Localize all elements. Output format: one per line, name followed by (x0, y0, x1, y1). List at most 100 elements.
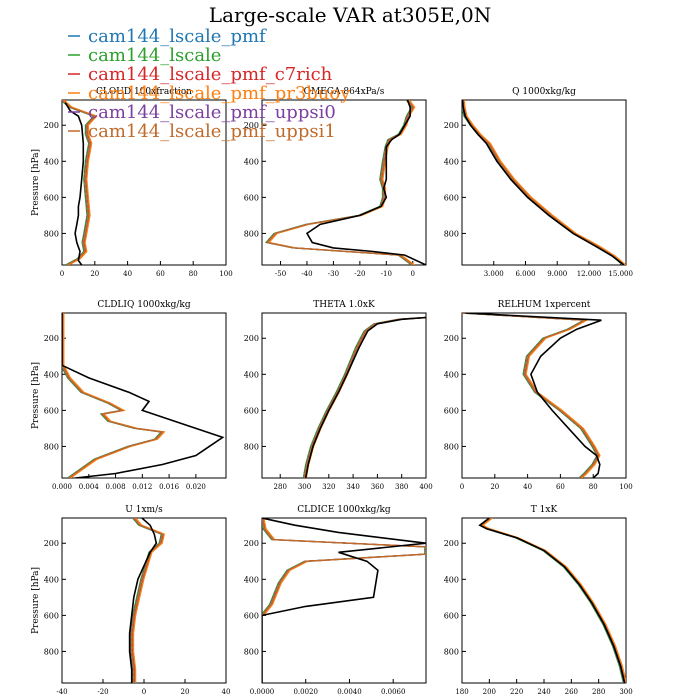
y-tick-label: 400 (44, 157, 59, 166)
y-tick-label: 600 (244, 193, 259, 202)
y-tick-label: 400 (444, 575, 459, 584)
model-series-line (462, 100, 624, 265)
model-series-line (262, 518, 426, 616)
x-tick-label: 20 (490, 483, 499, 491)
model-series-line (131, 518, 164, 683)
panel-5: RELHUM 1xpercent 200 400 600 800 0 20 40 60 80 100 (444, 300, 633, 491)
y-tick-label: 200 (244, 539, 259, 548)
x-tick-label: -30 (328, 270, 339, 278)
model-series-line (462, 313, 599, 478)
y-tick-label: 200 (44, 121, 59, 130)
panel-title: CLOUD 100xfraction (96, 87, 192, 97)
y-axis-label: Pressure [hPa] (31, 362, 41, 429)
panel-6: U 1xm/s 200 400 600 800 -40 -20 0 20 40 Pressure [… (31, 505, 230, 696)
x-tick-label: 0 (411, 270, 415, 278)
y-tick-label: 200 (244, 121, 259, 130)
plot-frame (61, 517, 227, 684)
x-tick-label: 380 (395, 483, 408, 491)
x-tick-label: 280 (592, 688, 605, 696)
x-tick-label: 40 (222, 688, 231, 696)
panel-2: Q 1000xkg/kg 200 400 600 800 3.000 6.000 9.000 1… (444, 87, 633, 278)
y-tick-label: 200 (444, 334, 459, 343)
panel-3: CLDLIQ 1000xkg/kg 200 400 600 800 0.000 0.004 0… (31, 300, 227, 491)
model-series-line (481, 518, 626, 683)
series-group (302, 316, 426, 478)
plot-frame (461, 99, 627, 266)
x-tick-label: 60 (556, 483, 565, 491)
x-tick-label: -20 (354, 270, 365, 278)
y-tick-label: 800 (44, 229, 59, 238)
model-series-line (62, 100, 96, 265)
legend-entry: cam144_lscale_pmf_uppsi0 (88, 102, 336, 123)
x-tick-label: 15.000 (608, 270, 633, 278)
model-series-line (462, 313, 599, 478)
x-tick-label: -50 (275, 270, 286, 278)
y-tick-label: 600 (44, 611, 59, 620)
reference-series-line (305, 100, 426, 265)
model-series-line (63, 100, 98, 265)
y-tick-label: 200 (44, 334, 59, 343)
x-tick-label: 280 (274, 483, 287, 491)
series-group (462, 100, 626, 265)
y-tick-label: 400 (244, 575, 259, 584)
x-tick-label: 40 (123, 270, 132, 278)
y-tick-label: 800 (244, 647, 259, 656)
x-tick-label: 0.000 (52, 483, 72, 491)
x-tick-label: 3.000 (484, 270, 504, 278)
series-group (262, 518, 426, 683)
y-tick-label: 400 (444, 370, 459, 379)
reference-series-line (128, 518, 158, 683)
model-series-line (479, 518, 625, 683)
x-tick-label: 0.016 (159, 483, 180, 491)
y-tick-label: 800 (44, 647, 59, 656)
y-tick-label: 200 (44, 539, 59, 548)
panel-title: Q 1000xkg/kg (512, 87, 576, 97)
model-series-line (463, 100, 626, 265)
y-tick-label: 800 (244, 442, 259, 451)
y-tick-label: 800 (444, 229, 459, 238)
panel-title: CLDLIQ 1000xkg/kg (97, 300, 191, 310)
reference-series-line (462, 100, 625, 265)
model-series-line (463, 313, 601, 478)
legend-entry: cam144_lscale (88, 45, 221, 66)
panel-title: T 1xK (531, 505, 558, 515)
x-tick-label: 360 (371, 483, 384, 491)
y-tick-label: 800 (444, 647, 459, 656)
y-axis-label: Pressure [hPa] (31, 567, 41, 634)
y-tick-label: 600 (444, 193, 459, 202)
panel-title: CLDICE 1000xkg/kg (297, 505, 391, 515)
x-tick-label: 20 (90, 270, 99, 278)
x-tick-label: 9.000 (547, 270, 567, 278)
plot-frame (261, 99, 427, 266)
y-tick-label: 600 (244, 611, 259, 620)
x-tick-label: 200 (483, 688, 496, 696)
x-tick-label: 0.008 (106, 483, 126, 491)
x-tick-label: 340 (346, 483, 359, 491)
x-tick-label: 0.004 (79, 483, 100, 491)
x-tick-label: 100 (219, 270, 232, 278)
x-tick-label: 0.0040 (337, 688, 362, 696)
x-tick-label: 80 (589, 483, 598, 491)
reference-series-line (262, 518, 426, 683)
x-tick-label: -40 (301, 270, 312, 278)
x-tick-label: 0.0020 (293, 688, 318, 696)
y-tick-label: 200 (444, 121, 459, 130)
x-tick-label: 0.020 (186, 483, 206, 491)
x-tick-label: 260 (565, 688, 578, 696)
x-tick-label: 0.0060 (381, 688, 406, 696)
model-series-line (462, 100, 625, 265)
x-tick-label: 0 (142, 688, 146, 696)
panel-title: U 1xm/s (125, 505, 163, 515)
plot-frame (461, 312, 627, 479)
x-tick-label: 0 (460, 483, 464, 491)
x-tick-label: 0.012 (132, 483, 152, 491)
panel-4: THETA 1.0xK 200 400 600 800 280 300 320 340 360 38… (244, 300, 433, 491)
model-series-line (303, 316, 426, 478)
plot-frame (461, 517, 627, 684)
series-group (62, 313, 225, 478)
model-series-line (480, 518, 626, 683)
y-tick-label: 400 (444, 157, 459, 166)
panel-title: RELHUM 1xpercent (498, 300, 591, 310)
y-tick-label: 400 (44, 370, 59, 379)
